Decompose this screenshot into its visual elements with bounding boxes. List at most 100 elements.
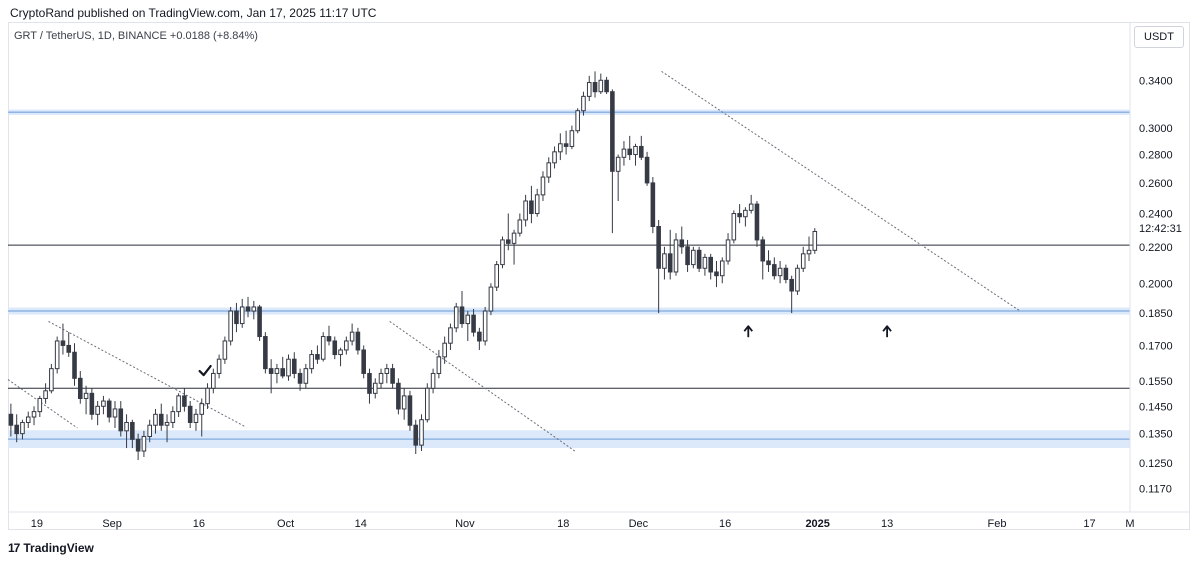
candle-body: [743, 209, 748, 218]
arrow-head: [743, 325, 753, 332]
candle: [222, 336, 228, 364]
candle-body: [691, 249, 696, 266]
candle-body: [575, 110, 580, 132]
candle-body: [627, 148, 633, 156]
time-tick-label: 17: [1083, 518, 1095, 530]
candle: [748, 194, 754, 214]
candle-body: [49, 368, 54, 392]
candle-body: [656, 225, 661, 269]
candle-body: [523, 200, 528, 221]
candle: [291, 352, 297, 379]
candle: [170, 406, 176, 429]
chart-frame: [8, 22, 1190, 530]
candle: [280, 356, 286, 379]
candle: [193, 408, 199, 431]
candle: [708, 253, 713, 280]
candle: [644, 151, 650, 186]
candle-body: [37, 397, 43, 413]
candle: [8, 403, 14, 437]
price-tick-label: 0.3400: [1139, 75, 1173, 87]
candle-body: [291, 358, 297, 374]
candle-body: [401, 395, 407, 410]
candle: [268, 359, 274, 394]
candle: [604, 76, 609, 95]
candle: [529, 185, 534, 224]
candle: [384, 363, 390, 384]
candle: [598, 73, 604, 95]
time-tick-label: 14: [355, 518, 367, 530]
candle: [396, 378, 401, 415]
candle: [251, 300, 257, 320]
candle: [413, 419, 419, 455]
candles-layer: [8, 71, 818, 461]
candle-body: [586, 82, 592, 97]
tradingview-logo-icon: 17: [8, 541, 20, 555]
candle-body: [748, 203, 754, 211]
candle-body: [621, 148, 627, 158]
price-change: +0.0188 (+8.84%): [169, 30, 258, 42]
candle-body: [239, 306, 245, 325]
candle: [326, 325, 332, 346]
candle-body: [552, 151, 557, 164]
price-tick-label: 0.2200: [1139, 242, 1173, 254]
candle-body: [280, 368, 286, 377]
candle: [25, 411, 31, 429]
candle-body: [153, 413, 158, 426]
candle-body: [187, 405, 193, 423]
time-tick-label: Nov: [455, 518, 475, 530]
dotted-trendline: [389, 321, 576, 452]
candle-body: [89, 392, 95, 415]
candle-body: [199, 403, 205, 415]
candle-body: [448, 327, 453, 344]
candle: [344, 336, 349, 355]
arrow-head: [882, 325, 892, 332]
candle-body: [419, 419, 424, 446]
candle: [656, 219, 661, 314]
candle-body: [806, 249, 812, 255]
candle: [164, 414, 170, 443]
candle-body: [31, 411, 37, 418]
candle-body: [581, 95, 586, 112]
candle-body: [407, 395, 413, 426]
tradingview-brand[interactable]: 17 TradingView: [8, 541, 94, 555]
candle-body: [714, 271, 719, 277]
candle-body: [54, 340, 60, 370]
candle-body: [644, 156, 650, 184]
candle-body: [112, 408, 118, 418]
candle-body: [425, 387, 430, 421]
candle: [378, 368, 384, 389]
candle: [338, 347, 343, 367]
currency-button[interactable]: USDT: [1134, 26, 1184, 48]
candle-body: [135, 438, 141, 452]
time-axis[interactable]: 19 Sep 16 Oct 14 Nov 18 Dec 16 2025 13 Feb 17 M: [31, 518, 1135, 530]
candle-body: [245, 306, 251, 312]
price-tick-label: 0.1450: [1139, 401, 1173, 413]
candle: [130, 419, 135, 449]
candle: [581, 91, 586, 116]
candle: [60, 323, 66, 355]
candle-body: [534, 194, 540, 215]
candle-body: [662, 253, 667, 269]
time-tick-label: 16: [719, 518, 731, 530]
candle: [789, 275, 794, 314]
candle-body: [14, 424, 19, 435]
price-axis[interactable]: 0.3400 0.3000 0.2800 0.2600 0.2400 0.2200 0.20…: [1139, 75, 1173, 495]
candle: [627, 135, 633, 161]
candle: [309, 349, 314, 374]
candle-body: [118, 408, 124, 432]
candle: [78, 371, 83, 404]
candle-body: [430, 372, 436, 389]
time-tick-label: Dec: [629, 518, 649, 530]
candle: [448, 323, 453, 350]
candle-body: [783, 267, 789, 280]
price-tick-label: 0.2400: [1139, 209, 1173, 221]
candle-body: [413, 424, 419, 446]
candle-body: [725, 239, 731, 262]
candle: [297, 368, 303, 391]
candle-body: [511, 232, 517, 244]
candle-body: [494, 264, 499, 288]
candle: [575, 108, 580, 134]
candle-body: [361, 349, 366, 374]
candle-body: [639, 145, 644, 158]
